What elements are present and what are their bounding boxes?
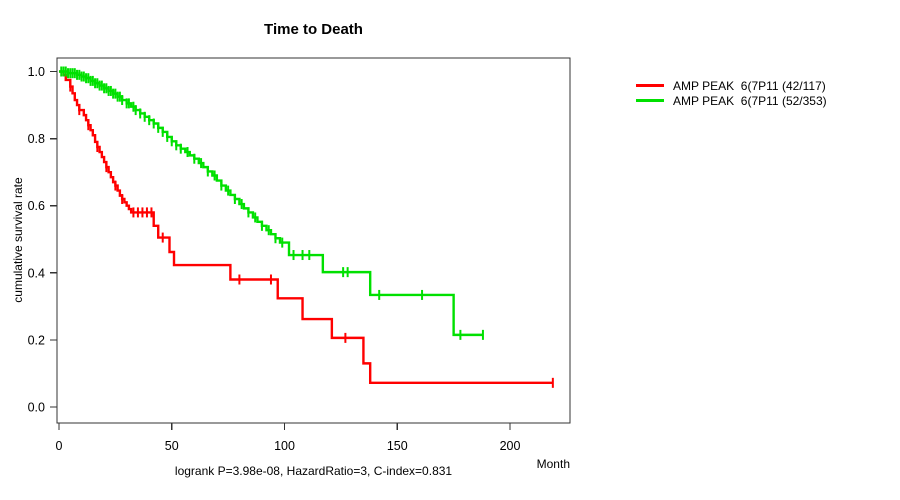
y-axis-tick-label: 0.4: [28, 266, 45, 280]
legend: AMP PEAK 6(7P11 (42/117) AMP PEAK 6(7P11…: [636, 78, 827, 108]
legend-item-red: AMP PEAK 6(7P11 (42/117): [636, 78, 827, 93]
stats-footnote: logrank P=3.98e-08, HazardRatio=3, C-ind…: [174, 464, 453, 478]
chart-title: Time to Death: [264, 21, 363, 38]
y-axis-tick-label: 1.0: [28, 65, 45, 79]
y-axis-label: cumulative survival rate: [11, 177, 25, 303]
plot-box: [56, 57, 571, 424]
y-axis-tick-label: 0.8: [28, 132, 45, 146]
x-axis-tick-label: 150: [387, 439, 408, 453]
x-axis-tick-label: 50: [165, 439, 179, 453]
x-axis-tick-label: 0: [56, 439, 63, 453]
legend-line-green: [636, 99, 664, 102]
legend-label-red: AMP PEAK 6(7P11 (42/117): [673, 78, 826, 93]
legend-label-green: AMP PEAK 6(7P11 (52/353): [673, 93, 827, 108]
y-axis-tick-label: 0.0: [28, 401, 45, 415]
x-axis-unit-label: Month: [536, 457, 570, 471]
legend-item-green: AMP PEAK 6(7P11 (52/353): [636, 93, 827, 108]
survival-curve-red: [59, 70, 553, 385]
legend-line-red: [636, 84, 664, 87]
y-axis-tick-label: 0.6: [28, 199, 45, 213]
y-axis-tick-label: 0.2: [28, 333, 45, 347]
x-axis-tick-label: 100: [274, 439, 295, 453]
x-axis-tick-label: 200: [500, 439, 521, 453]
